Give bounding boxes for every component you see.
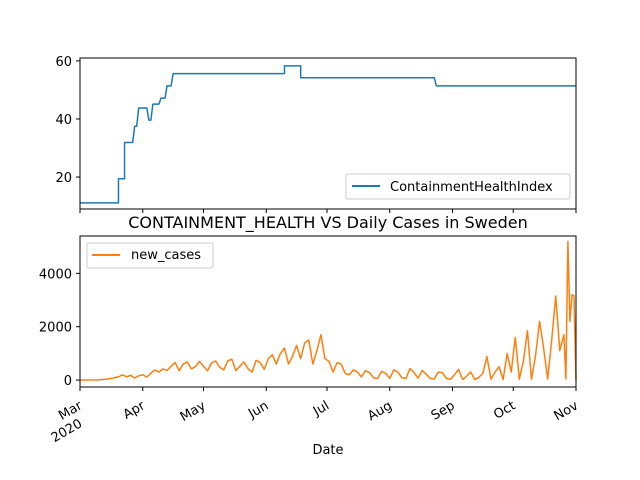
top-legend-label: ContainmentHealthIndex <box>390 180 553 195</box>
x-tick-label-4: Jul <box>310 398 332 419</box>
top-series-layer <box>80 65 576 204</box>
bottom-legend-box <box>86 242 214 269</box>
bottom-legend: new_cases <box>86 242 214 269</box>
top-axes-frame <box>79 57 577 210</box>
chart-title: CONTAINMENT_HEALTH VS Daily Cases in Swe… <box>128 213 527 233</box>
top-panel: 20 40 60 ContainmentHealthIndex <box>55 55 577 213</box>
bottom-series-layer <box>79 240 577 381</box>
bottom-y-tick-label-2: 4000 <box>39 267 72 282</box>
top-y-tick-label-2: 60 <box>55 55 72 70</box>
x-axis-label: Date <box>312 443 343 458</box>
bottom-axes-frame <box>79 235 577 388</box>
bottom-y-axis: 0 2000 4000 <box>39 267 80 389</box>
bottom-y-tick-label-0: 0 <box>64 374 72 389</box>
top-x-axis <box>79 209 577 213</box>
bottom-y-tick-label-1: 2000 <box>39 321 72 336</box>
top-y-tick-label-1: 40 <box>55 113 72 128</box>
top-series-line-0 <box>80 65 576 204</box>
top-legend-box <box>345 173 571 200</box>
top-y-tick-label-0: 20 <box>55 171 72 186</box>
bottom-series-line-0 <box>79 240 577 381</box>
bottom-legend-label: new_cases <box>131 248 201 263</box>
top-legend: ContainmentHealthIndex <box>345 173 571 200</box>
top-y-axis: 20 40 60 <box>55 55 80 186</box>
